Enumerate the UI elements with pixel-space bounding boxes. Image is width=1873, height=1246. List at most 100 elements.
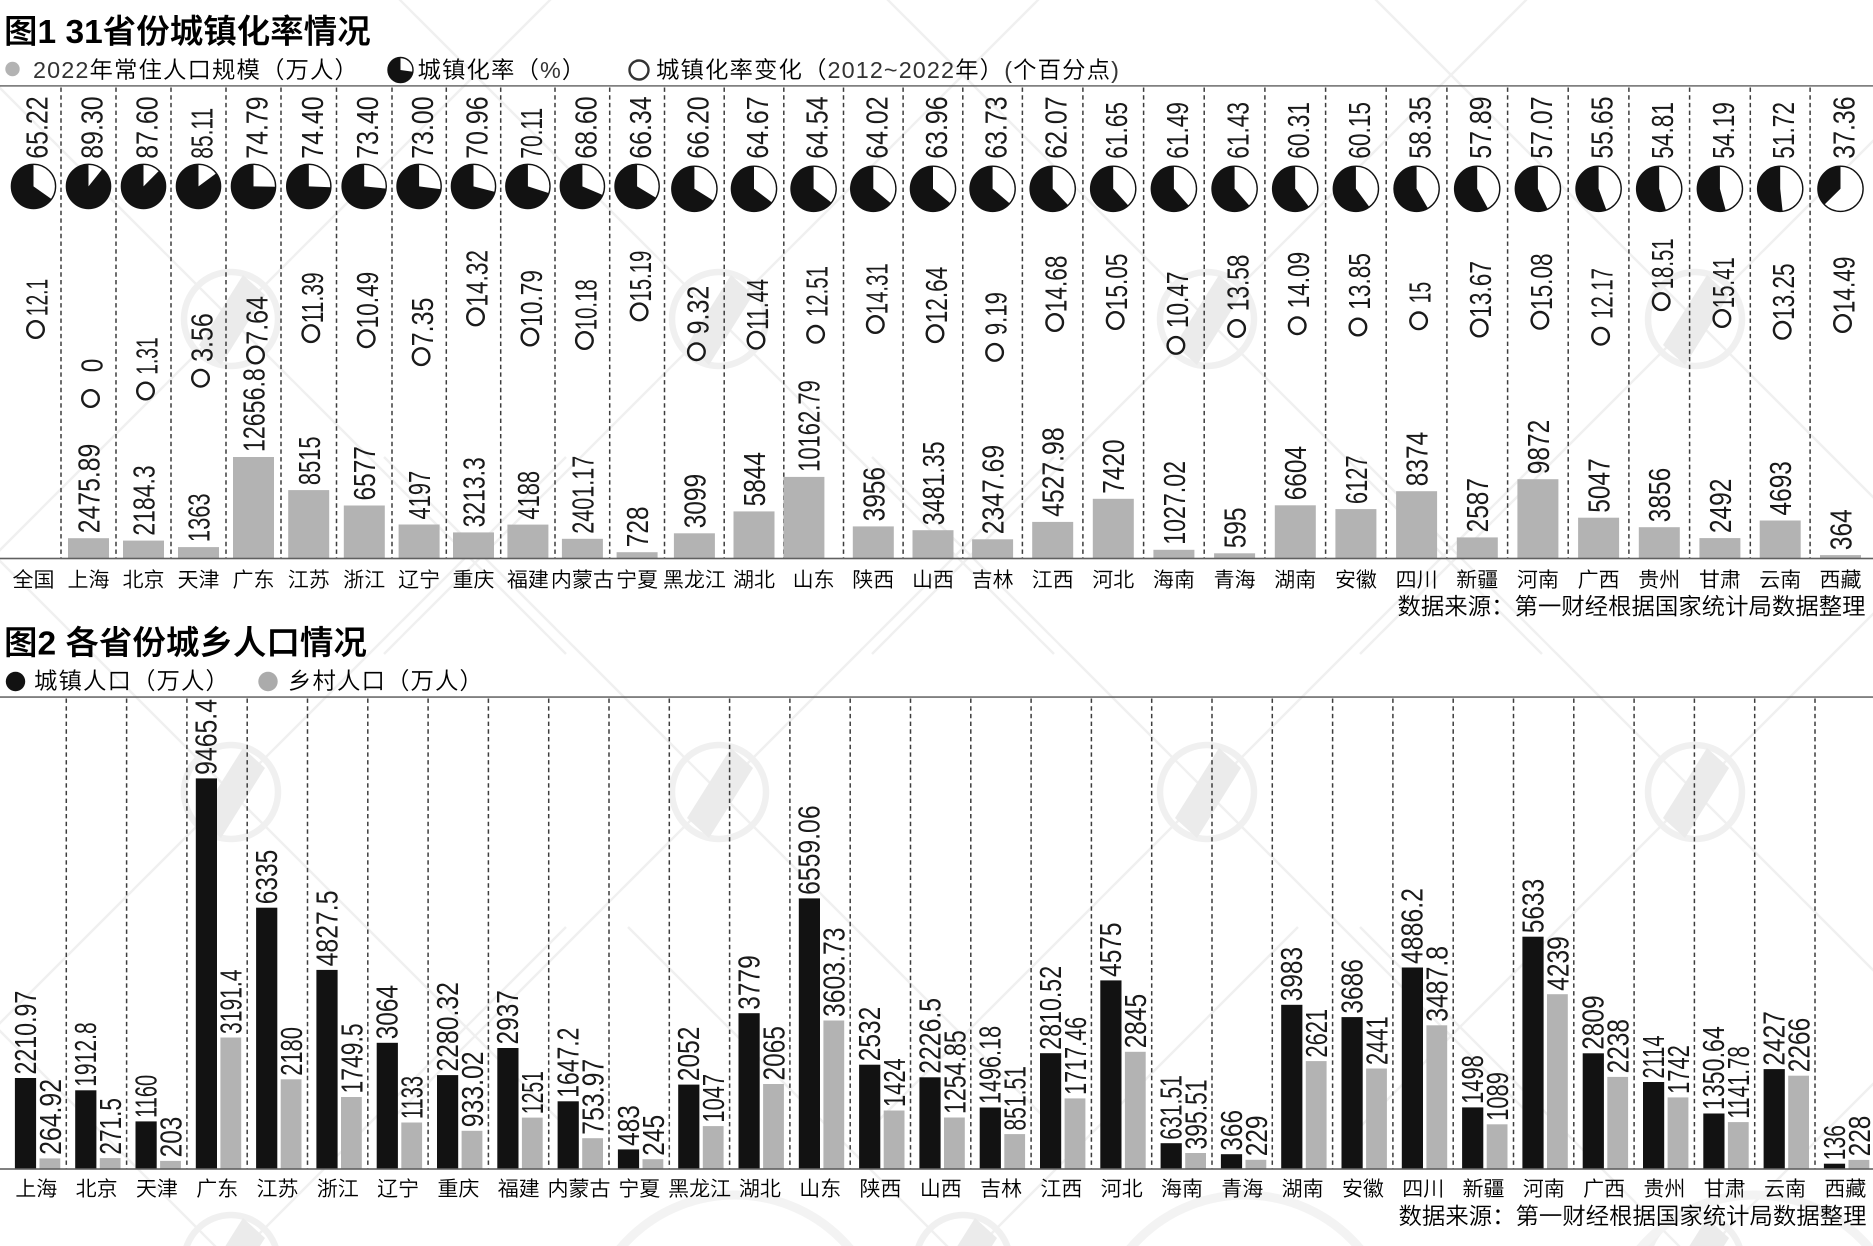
svg-text:2427: 2427 xyxy=(1757,1011,1792,1065)
svg-text:2347.69: 2347.69 xyxy=(976,445,1011,535)
svg-text:1647.2: 1647.2 xyxy=(551,1028,586,1098)
svg-text:4188: 4188 xyxy=(511,471,546,520)
svg-text:2492: 2492 xyxy=(1703,479,1738,533)
svg-text:3983: 3983 xyxy=(1274,947,1309,1001)
svg-text:2238: 2238 xyxy=(1601,1019,1636,1073)
svg-text:2809: 2809 xyxy=(1576,995,1611,1049)
svg-text:87.60: 87.60 xyxy=(130,96,165,158)
svg-text:3603.73: 3603.73 xyxy=(817,928,852,1018)
svg-text:66.34: 66.34 xyxy=(623,96,658,158)
svg-text:9872: 9872 xyxy=(1521,420,1556,474)
svg-text:2114: 2114 xyxy=(1636,1036,1671,1079)
svg-text:13.85: 13.85 xyxy=(1342,253,1377,310)
svg-text:62.07: 62.07 xyxy=(1039,96,1074,158)
svg-text:10162.79: 10162.79 xyxy=(792,380,827,472)
svg-text:2210.97: 2210.97 xyxy=(8,991,43,1075)
svg-text:595: 595 xyxy=(1218,508,1253,549)
svg-text:61.65: 61.65 xyxy=(1099,102,1134,159)
svg-text:18.51: 18.51 xyxy=(1645,238,1680,289)
svg-text:3064: 3064 xyxy=(370,985,405,1039)
svg-text:): ) xyxy=(1111,57,1120,83)
svg-text:14.09: 14.09 xyxy=(1281,252,1316,309)
svg-text:1133: 1133 xyxy=(395,1076,430,1119)
svg-text:9465.4: 9465.4 xyxy=(189,699,224,775)
svg-text:73.00: 73.00 xyxy=(405,96,440,158)
svg-text:1027.02: 1027.02 xyxy=(1157,461,1192,545)
svg-text:2: 2 xyxy=(38,625,57,662)
svg-text:3956: 3956 xyxy=(856,467,891,521)
svg-text:12.64: 12.64 xyxy=(919,267,954,324)
svg-text:%: % xyxy=(540,57,562,83)
svg-text:2621: 2621 xyxy=(1299,1009,1334,1058)
svg-text:15: 15 xyxy=(1403,282,1438,304)
svg-text:89.30: 89.30 xyxy=(75,96,110,158)
svg-text:264.92: 264.92 xyxy=(33,1079,68,1155)
svg-text:1.31: 1.31 xyxy=(130,337,165,374)
svg-text:2475.89: 2475.89 xyxy=(72,444,107,534)
svg-text:63.73: 63.73 xyxy=(979,96,1014,158)
svg-text:15.41: 15.41 xyxy=(1706,257,1741,308)
svg-text:3686: 3686 xyxy=(1334,959,1369,1013)
svg-text:11.39: 11.39 xyxy=(295,272,330,323)
svg-text:483: 483 xyxy=(611,1105,646,1146)
svg-text:2065: 2065 xyxy=(756,1026,791,1080)
svg-text:1 31: 1 31 xyxy=(38,14,103,51)
svg-text:12.1: 12.1 xyxy=(20,279,55,316)
svg-text:74.40: 74.40 xyxy=(295,96,330,158)
svg-text:6335: 6335 xyxy=(249,850,284,904)
svg-text:5844: 5844 xyxy=(737,452,772,506)
svg-text:1363: 1363 xyxy=(182,493,217,542)
svg-text:11.44: 11.44 xyxy=(740,279,775,330)
svg-text:37.36: 37.36 xyxy=(1827,96,1862,158)
svg-text:8515: 8515 xyxy=(292,436,327,485)
svg-text:9.19: 9.19 xyxy=(979,292,1014,335)
svg-text:51.72: 51.72 xyxy=(1766,102,1801,159)
svg-text:70.96: 70.96 xyxy=(460,96,495,158)
svg-text:64.67: 64.67 xyxy=(740,96,775,158)
svg-text:6559.06: 6559.06 xyxy=(792,805,827,895)
svg-text:1496.18: 1496.18 xyxy=(973,1026,1008,1104)
svg-text:136: 136 xyxy=(1817,1125,1852,1160)
svg-text:1254.85: 1254.85 xyxy=(937,1030,972,1114)
svg-text:933.02: 933.02 xyxy=(455,1051,490,1127)
svg-text:54.81: 54.81 xyxy=(1645,102,1680,159)
svg-text:1047: 1047 xyxy=(696,1074,731,1123)
svg-text:14.32: 14.32 xyxy=(460,250,495,307)
svg-text:1717.46: 1717.46 xyxy=(1058,1017,1093,1095)
svg-text:2012~2022: 2012~2022 xyxy=(828,57,956,83)
svg-text:74.79: 74.79 xyxy=(240,96,275,158)
svg-text:1160: 1160 xyxy=(128,1075,163,1118)
svg-text:1749.5: 1749.5 xyxy=(334,1023,369,1093)
svg-text:(: ( xyxy=(1004,57,1013,83)
svg-text:15.19: 15.19 xyxy=(623,251,658,302)
svg-text:64.54: 64.54 xyxy=(800,96,835,158)
svg-text:2441: 2441 xyxy=(1359,1016,1394,1065)
svg-text:2052: 2052 xyxy=(671,1027,706,1081)
svg-text:57.07: 57.07 xyxy=(1524,96,1559,158)
svg-text:271.5: 271.5 xyxy=(93,1098,128,1155)
svg-text:54.19: 54.19 xyxy=(1706,102,1741,159)
svg-text:6577: 6577 xyxy=(347,446,382,500)
svg-text:14.31: 14.31 xyxy=(859,263,894,314)
svg-text:13.58: 13.58 xyxy=(1221,255,1256,312)
svg-text:60.31: 60.31 xyxy=(1281,102,1316,159)
svg-text:203: 203 xyxy=(153,1117,188,1158)
svg-text:6604: 6604 xyxy=(1278,446,1313,500)
svg-text:13.67: 13.67 xyxy=(1463,261,1498,318)
svg-text:229: 229 xyxy=(1239,1116,1274,1157)
svg-text:58.35: 58.35 xyxy=(1403,96,1438,158)
svg-text:728: 728 xyxy=(620,506,655,547)
svg-text:0: 0 xyxy=(75,359,110,373)
svg-text:631.51: 631.51 xyxy=(1154,1075,1189,1140)
svg-text:66.20: 66.20 xyxy=(680,96,715,158)
svg-text:2937: 2937 xyxy=(490,990,525,1044)
svg-text:13.25: 13.25 xyxy=(1766,263,1801,320)
svg-text:5047: 5047 xyxy=(1582,458,1617,512)
svg-text:10.47: 10.47 xyxy=(1160,272,1195,329)
svg-text:4693: 4693 xyxy=(1763,461,1798,515)
svg-text:7.64: 7.64 xyxy=(240,296,275,345)
svg-text:9.32: 9.32 xyxy=(680,286,715,335)
svg-text:3213.3: 3213.3 xyxy=(457,457,492,527)
svg-text:2266: 2266 xyxy=(1782,1018,1817,1072)
svg-text:1424: 1424 xyxy=(877,1058,912,1107)
